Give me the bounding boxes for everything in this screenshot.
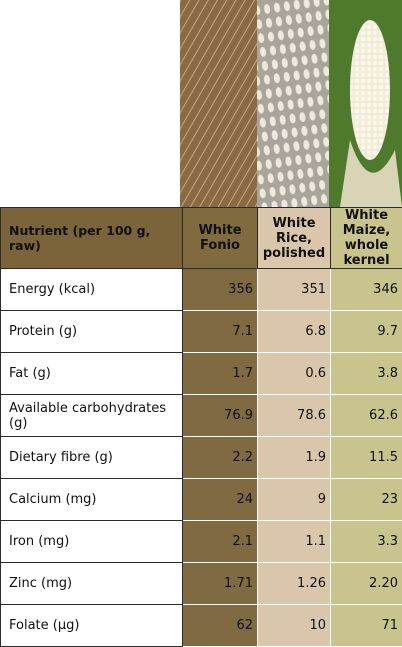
value-cell: 23	[330, 478, 402, 521]
value-cell: 1.71	[182, 562, 258, 605]
table-row: Available carbohydrates (g) 76.9 78.6 62.6	[0, 394, 402, 437]
table-body: Energy (kcal) 356 351 346 Protein (g) 7.1 6.8 9…	[0, 268, 402, 647]
value-cell: 2.2	[182, 436, 258, 479]
table-row: Folate (µg) 62 10 71	[0, 604, 402, 647]
nutrient-label: Iron (mg)	[0, 520, 183, 563]
column-header: White Maize, whole kernel	[330, 207, 402, 269]
value-cell: 1.1	[257, 520, 331, 563]
grain-photos	[180, 0, 402, 207]
nutrient-label: Zinc (mg)	[0, 562, 183, 605]
nutrient-label: Energy (kcal)	[0, 268, 183, 311]
table-row: Fat (g) 1.7 0.6 3.8	[0, 352, 402, 395]
value-cell: 2.20	[330, 562, 402, 605]
value-cell: 346	[330, 268, 402, 311]
maize-cob	[350, 20, 390, 160]
fonio-photo	[180, 0, 257, 207]
value-cell: 356	[182, 268, 258, 311]
value-cell: 1.9	[257, 436, 331, 479]
nutrient-table: Nutrient (per 100 g, raw) White Fonio Whit…	[0, 207, 402, 647]
value-cell: 0.6	[257, 352, 331, 395]
column-header: White Rice, polished	[257, 207, 331, 269]
value-cell: 2.1	[182, 520, 258, 563]
nutrient-label: Calcium (mg)	[0, 478, 183, 521]
table-row: Energy (kcal) 356 351 346	[0, 268, 402, 311]
value-cell: 11.5	[330, 436, 402, 479]
header-row: Nutrient (per 100 g, raw) White Fonio Whit…	[0, 207, 402, 269]
table-row: Calcium (mg) 24 9 23	[0, 478, 402, 521]
value-cell: 3.8	[330, 352, 402, 395]
value-cell: 9.7	[330, 310, 402, 353]
value-cell: 3.3	[330, 520, 402, 563]
value-cell: 62	[182, 604, 258, 647]
table-row: Protein (g) 7.1 6.8 9.7	[0, 310, 402, 353]
value-cell: 24	[182, 478, 258, 521]
value-cell: 71	[330, 604, 402, 647]
table-row: Iron (mg) 2.1 1.1 3.3	[0, 520, 402, 563]
table-row: Zinc (mg) 1.71 1.26 2.20	[0, 562, 402, 605]
column-header: White Fonio	[182, 207, 258, 269]
value-cell: 6.8	[257, 310, 331, 353]
value-cell: 76.9	[182, 394, 258, 437]
value-cell: 7.1	[182, 310, 258, 353]
value-cell: 1.26	[257, 562, 331, 605]
value-cell: 78.6	[257, 394, 331, 437]
maize-husk	[340, 140, 402, 207]
value-cell: 10	[257, 604, 331, 647]
nutrient-label: Protein (g)	[0, 310, 183, 353]
value-cell: 1.7	[182, 352, 258, 395]
nutrient-label: Dietary fibre (g)	[0, 436, 183, 479]
row-header-title: Nutrient (per 100 g, raw)	[0, 207, 183, 269]
value-cell: 62.6	[330, 394, 402, 437]
nutrient-label: Available carbohydrates (g)	[0, 394, 183, 437]
nutrient-label: Folate (µg)	[0, 604, 183, 647]
value-cell: 351	[257, 268, 331, 311]
rice-photo	[257, 0, 329, 207]
table-row: Dietary fibre (g) 2.2 1.9 11.5	[0, 436, 402, 479]
value-cell: 9	[257, 478, 331, 521]
nutrient-label: Fat (g)	[0, 352, 183, 395]
